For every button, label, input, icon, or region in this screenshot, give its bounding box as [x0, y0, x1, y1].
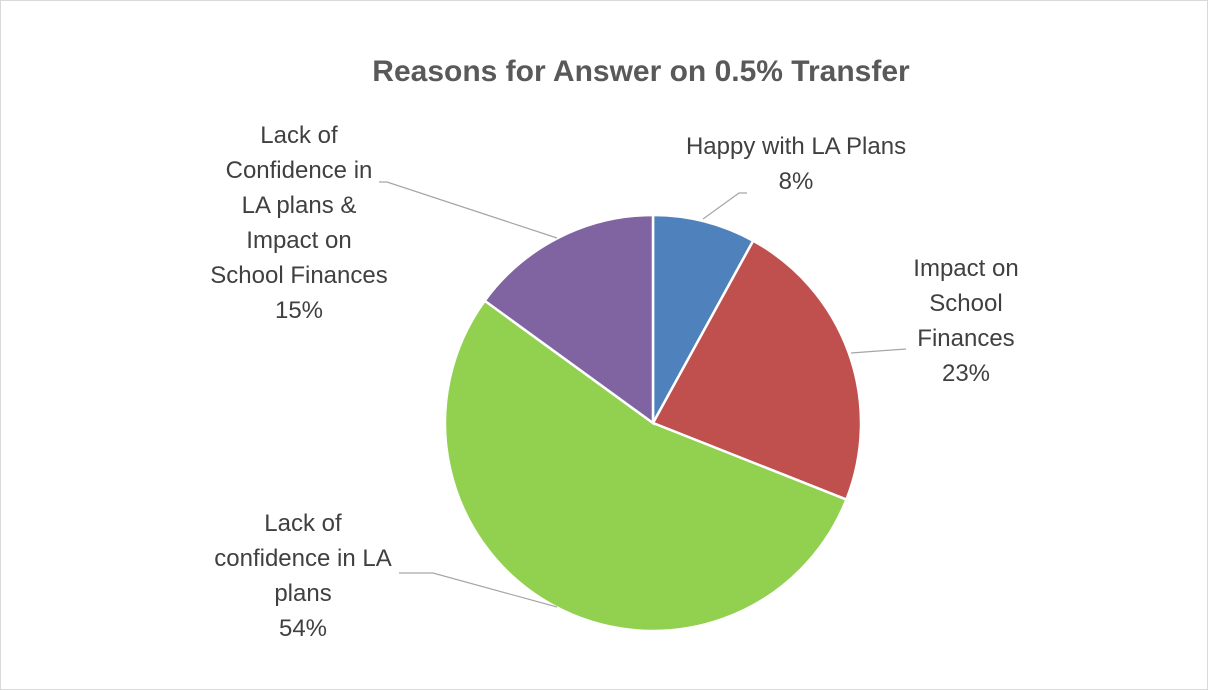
leader-line [702, 192, 747, 220]
leader-line [379, 181, 558, 239]
data-label: Lack of Confidence in LA plans & Impact … [209, 118, 389, 328]
data-label: Happy with LA Plans 8% [681, 129, 911, 199]
category-label: Happy with LA Plans [685, 133, 907, 160]
pie-slice [482, 213, 655, 426]
value-label: 23% [941, 360, 991, 387]
value-label: 15% [274, 297, 324, 324]
leader-lines [379, 181, 907, 608]
data-label: Lack of confidence in LA plans 54% [203, 506, 403, 646]
chart-title: Reasons for Answer on 0.5% Transfer [372, 55, 910, 88]
leader-line [850, 348, 907, 354]
value-label: 8% [778, 168, 814, 195]
pie-slice [651, 239, 863, 502]
leader-line [399, 572, 558, 608]
pie-slice [651, 213, 755, 424]
pie-slice [443, 298, 849, 633]
category-label: Lack of confidence in LA plans [214, 510, 392, 607]
category-label: Impact on School Finances [913, 255, 1019, 352]
value-label: 54% [278, 615, 328, 642]
data-label: Impact on School Finances 23% [886, 251, 1046, 391]
pie [443, 213, 863, 633]
category-label: Lack of Confidence in LA plans & Impact … [210, 122, 388, 289]
